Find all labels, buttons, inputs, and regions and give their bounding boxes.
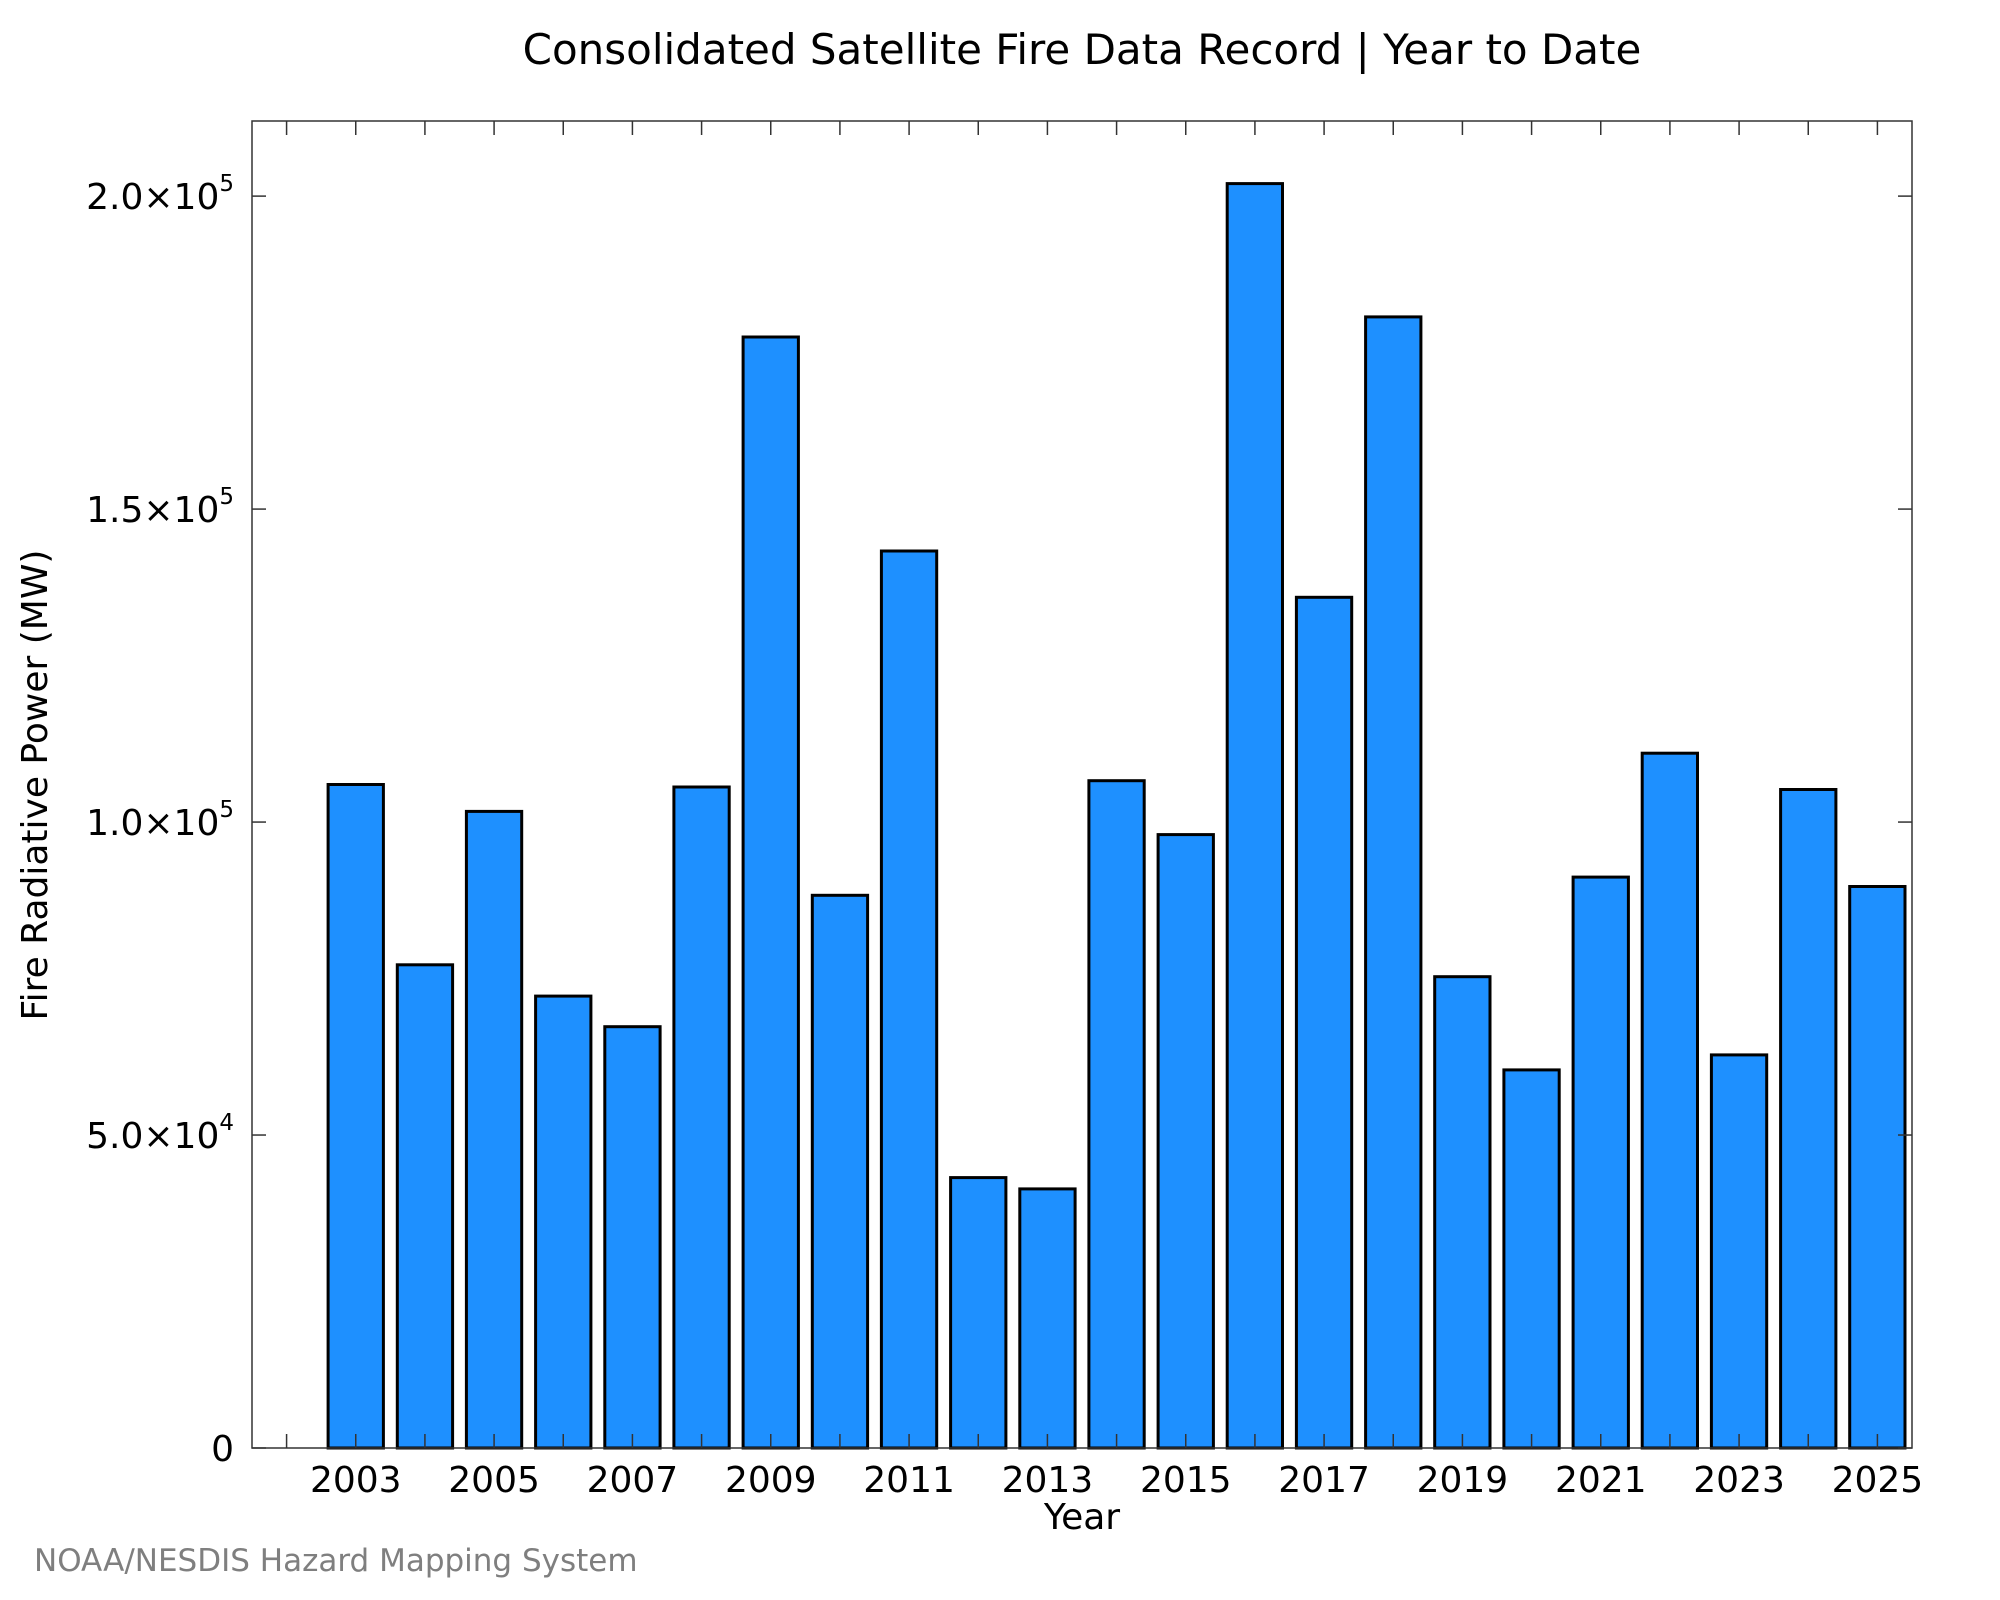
bar-2025 — [1848, 885, 1907, 1450]
bar-2010 — [810, 893, 870, 1450]
x-tick-label-2015: 2015 — [1140, 1460, 1232, 1501]
x-tick-label-2005: 2005 — [448, 1460, 540, 1501]
bar-2018 — [1364, 315, 1423, 1450]
bar-2006 — [534, 994, 593, 1450]
plot-frame — [251, 120, 1913, 1449]
x-axis-label: Year — [1043, 1497, 1120, 1538]
bar-2013 — [1018, 1187, 1077, 1450]
x-tick-label-2023: 2023 — [1693, 1460, 1785, 1501]
chart-title: Consolidated Satellite Fire Data Record … — [523, 25, 1642, 74]
x-tick-label-2007: 2007 — [587, 1460, 679, 1501]
x-tick-label-2003: 2003 — [310, 1460, 402, 1501]
y-tick-label: 0 — [211, 1429, 234, 1470]
bar-2020 — [1502, 1068, 1561, 1450]
y-tick-label: 1.5×105 — [86, 484, 234, 531]
x-tick-label-2011: 2011 — [863, 1460, 955, 1501]
y-axis-ticks: 0 5.0×104 1.0×105 1.5×105 2.0×105 — [86, 171, 1912, 1470]
bar-2016 — [1225, 182, 1284, 1450]
bar-2021 — [1571, 875, 1630, 1450]
bar-2019 — [1433, 975, 1492, 1450]
y-tick-label: 1.0×105 — [86, 797, 234, 844]
bar-2017 — [1294, 595, 1354, 1450]
x-tick-label-2017: 2017 — [1278, 1460, 1370, 1501]
bar-2003 — [326, 783, 385, 1450]
x-tick-label-2025: 2025 — [1832, 1460, 1924, 1501]
x-tick-label-2013: 2013 — [1002, 1460, 1094, 1501]
bar-2007 — [603, 1025, 662, 1450]
bar-2014 — [1087, 779, 1146, 1450]
bars-group — [326, 182, 1907, 1450]
bar-2004 — [395, 963, 455, 1450]
y-axis-label: Fire Radiative Power (MW) — [15, 550, 56, 1021]
x-tick-label-2019: 2019 — [1417, 1460, 1509, 1501]
x-tick-label-2009: 2009 — [725, 1460, 817, 1501]
bar-2005 — [464, 809, 524, 1450]
bar-2008 — [672, 785, 731, 1450]
credit-text: NOAA/NESDIS Hazard Mapping System — [34, 1543, 638, 1579]
bar-2022 — [1640, 751, 1699, 1450]
x-axis-ticks: 2003 2005 2007 2009 2011 2013 2015 2017 2019 2021… — [285, 121, 1924, 1501]
bar-2023 — [1709, 1053, 1769, 1450]
bar-2009 — [741, 335, 800, 1450]
bar-2024 — [1779, 788, 1838, 1450]
y-tick-label: 2.0×105 — [86, 171, 234, 218]
bar-2011 — [879, 549, 939, 1450]
x-tick-label-2021: 2021 — [1555, 1460, 1647, 1501]
bar-2012 — [949, 1176, 1008, 1450]
bar-2015 — [1156, 833, 1215, 1450]
y-tick-label: 5.0×104 — [86, 1110, 234, 1157]
